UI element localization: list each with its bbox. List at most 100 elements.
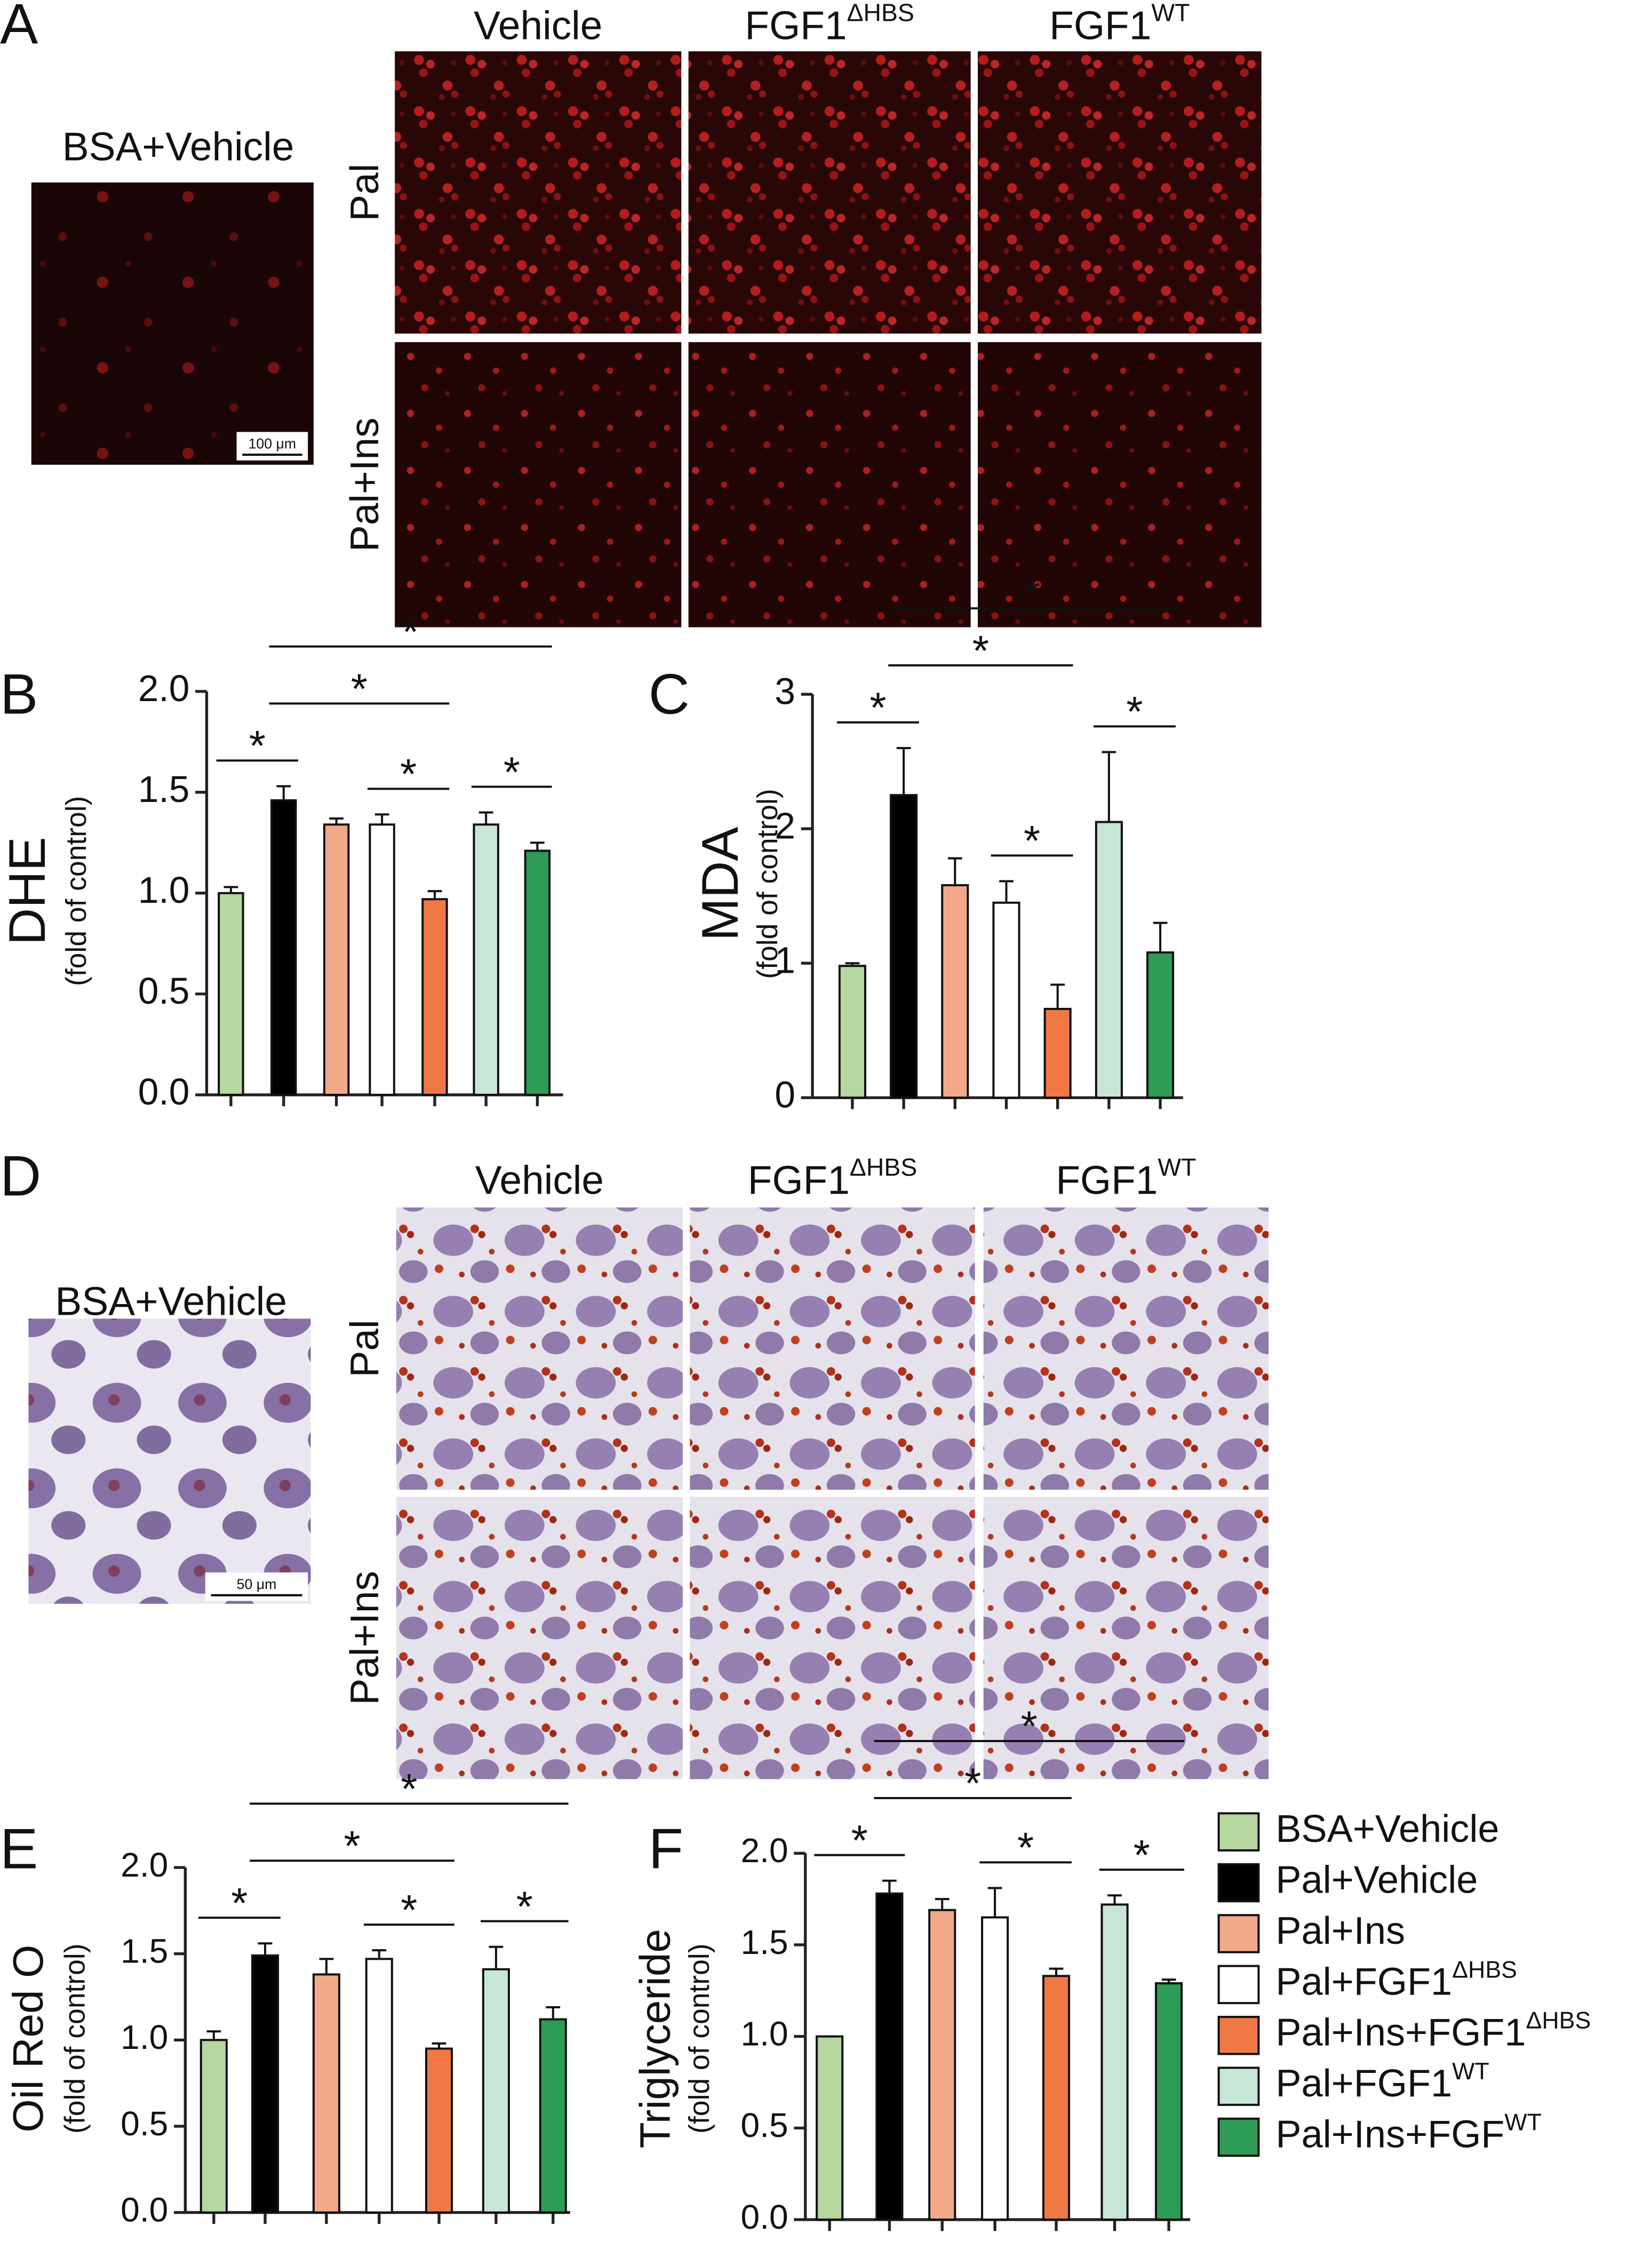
column-header-main: FGF1 <box>1056 1157 1158 1202</box>
bar <box>1100 1903 1129 2221</box>
column-header-main: FGF1 <box>745 3 847 47</box>
y-axis-label: Oil Red O <box>4 1945 52 2133</box>
bar <box>270 799 297 1096</box>
bar <box>251 1954 280 2214</box>
micrograph <box>396 1207 683 1490</box>
y-axis-sublabel: (fold of control) <box>61 796 92 986</box>
row-label: Pal+Ins <box>342 1571 387 1705</box>
micrograph <box>690 1497 975 1779</box>
legend-label-main: Pal+Ins <box>1276 1910 1406 1952</box>
y-tick-label: 0 <box>775 1074 795 1116</box>
legend-label-main: Pal+FGF1 <box>1276 1960 1453 2003</box>
panel-letter: B <box>0 662 38 726</box>
column-header-sup: ΔHBS <box>847 0 914 27</box>
bar <box>421 898 448 1096</box>
y-axis-label: DHE <box>0 837 56 945</box>
bar <box>539 2018 567 2214</box>
micrograph <box>690 1207 975 1490</box>
legend-label-main: Pal+Vehicle <box>1276 1859 1478 1902</box>
scale-bar-label: 100 μm <box>249 436 297 452</box>
row-label: Pal <box>342 1320 387 1377</box>
significance-label: * <box>351 664 368 712</box>
bar <box>981 1916 1009 2221</box>
row-label: Pal <box>342 164 387 221</box>
column-header: Vehicle <box>474 3 602 47</box>
legend-label-main: BSA+Vehicle <box>1276 1808 1499 1850</box>
significance-label: * <box>964 1759 981 1807</box>
y-axis-label: Triglyceride <box>631 1929 679 2148</box>
column-header-main: FGF1 <box>748 1157 850 1202</box>
image-label: BSA+Vehicle <box>62 124 294 169</box>
micrograph <box>688 342 971 627</box>
significance-label: * <box>1024 816 1040 864</box>
y-tick-label: 1 <box>775 940 795 981</box>
y-tick-label: 1.5 <box>138 768 190 810</box>
bar <box>323 823 350 1096</box>
significance-label: * <box>1024 569 1040 617</box>
bar <box>473 823 499 1096</box>
legend-swatch <box>1217 2015 1260 2055</box>
bar <box>365 1958 393 2214</box>
micrograph <box>978 51 1262 334</box>
panel-letter: E <box>0 1817 38 1881</box>
legend-label: Pal+FGF1ΔHBS <box>1276 1957 1518 2004</box>
column-header-main: Vehicle <box>475 1157 604 1202</box>
significance-label: * <box>400 750 417 798</box>
column-header-main: FGF1 <box>1049 3 1151 47</box>
legend-label: Pal+FGF1WT <box>1276 2059 1489 2105</box>
bar <box>890 794 918 1099</box>
bar <box>1146 951 1175 1099</box>
legend-label-sup: ΔHBS <box>1452 1957 1517 1983</box>
column-header: FGF1WT <box>1049 0 1190 47</box>
legend-label: Pal+Ins+FGFWT <box>1276 2110 1542 2156</box>
bar <box>1155 1982 1183 2221</box>
y-axis-sublabel: (fold of control) <box>684 1943 715 2133</box>
legend-label: BSA+Vehicle <box>1276 1808 1499 1850</box>
y-tick-label: 0.0 <box>741 2198 788 2236</box>
significance-label: * <box>869 684 886 732</box>
column-header-sup: WT <box>1158 1154 1196 1181</box>
y-axis-label: MDA <box>692 827 749 941</box>
legend-label-main: Pal+Ins+FGF <box>1276 2113 1505 2156</box>
y-tick-label: 2 <box>775 805 795 847</box>
bar <box>312 1973 340 2214</box>
micrograph <box>395 51 682 334</box>
bar <box>524 849 551 1096</box>
legend-swatch <box>1217 1863 1260 1903</box>
legend-label-main: Pal+Ins+FGF1 <box>1276 2012 1526 2054</box>
y-tick-label: 2.0 <box>138 667 190 709</box>
image-label: BSA+Vehicle <box>55 1278 287 1323</box>
significance-label: * <box>249 721 266 769</box>
bar <box>1043 1007 1072 1099</box>
legend-label-sup: WT <box>1452 2059 1489 2085</box>
micrograph <box>31 182 314 465</box>
significance-label: * <box>851 1816 868 1864</box>
significance-label: * <box>1021 1702 1038 1750</box>
significance-label: * <box>972 626 989 674</box>
panel-letter: F <box>649 1817 683 1881</box>
legend-swatch <box>1217 2117 1260 2157</box>
y-tick-label: 3 <box>775 670 795 712</box>
column-header-main: Vehicle <box>474 3 602 47</box>
bar <box>369 823 395 1096</box>
y-tick-label: 1.5 <box>121 1932 168 1970</box>
significance-label: * <box>1134 1831 1150 1879</box>
micrograph <box>395 342 682 627</box>
row-label: Pal+Ins <box>342 418 387 552</box>
micrograph <box>396 1497 683 1779</box>
bar <box>1095 821 1123 1099</box>
y-axis-sublabel: (fold of control) <box>59 1943 91 2133</box>
legend-label-main: Pal+FGF1 <box>1276 2062 1453 2105</box>
legend-label: Pal+Vehicle <box>1276 1859 1478 1902</box>
bar <box>1042 1975 1071 2221</box>
legend-label: Pal+Ins <box>1276 1910 1406 1952</box>
significance-label: * <box>1017 1823 1034 1871</box>
y-tick-label: 2.0 <box>121 1846 168 1884</box>
significance-label: * <box>401 1886 417 1934</box>
y-tick-label: 1.0 <box>121 2018 168 2056</box>
y-tick-label: 0.0 <box>138 1071 190 1112</box>
column-header: FGF1ΔHBS <box>748 1154 917 1203</box>
bar <box>838 965 866 1099</box>
scale-bar-label: 50 μm <box>237 1576 277 1592</box>
bar <box>199 2039 228 2214</box>
